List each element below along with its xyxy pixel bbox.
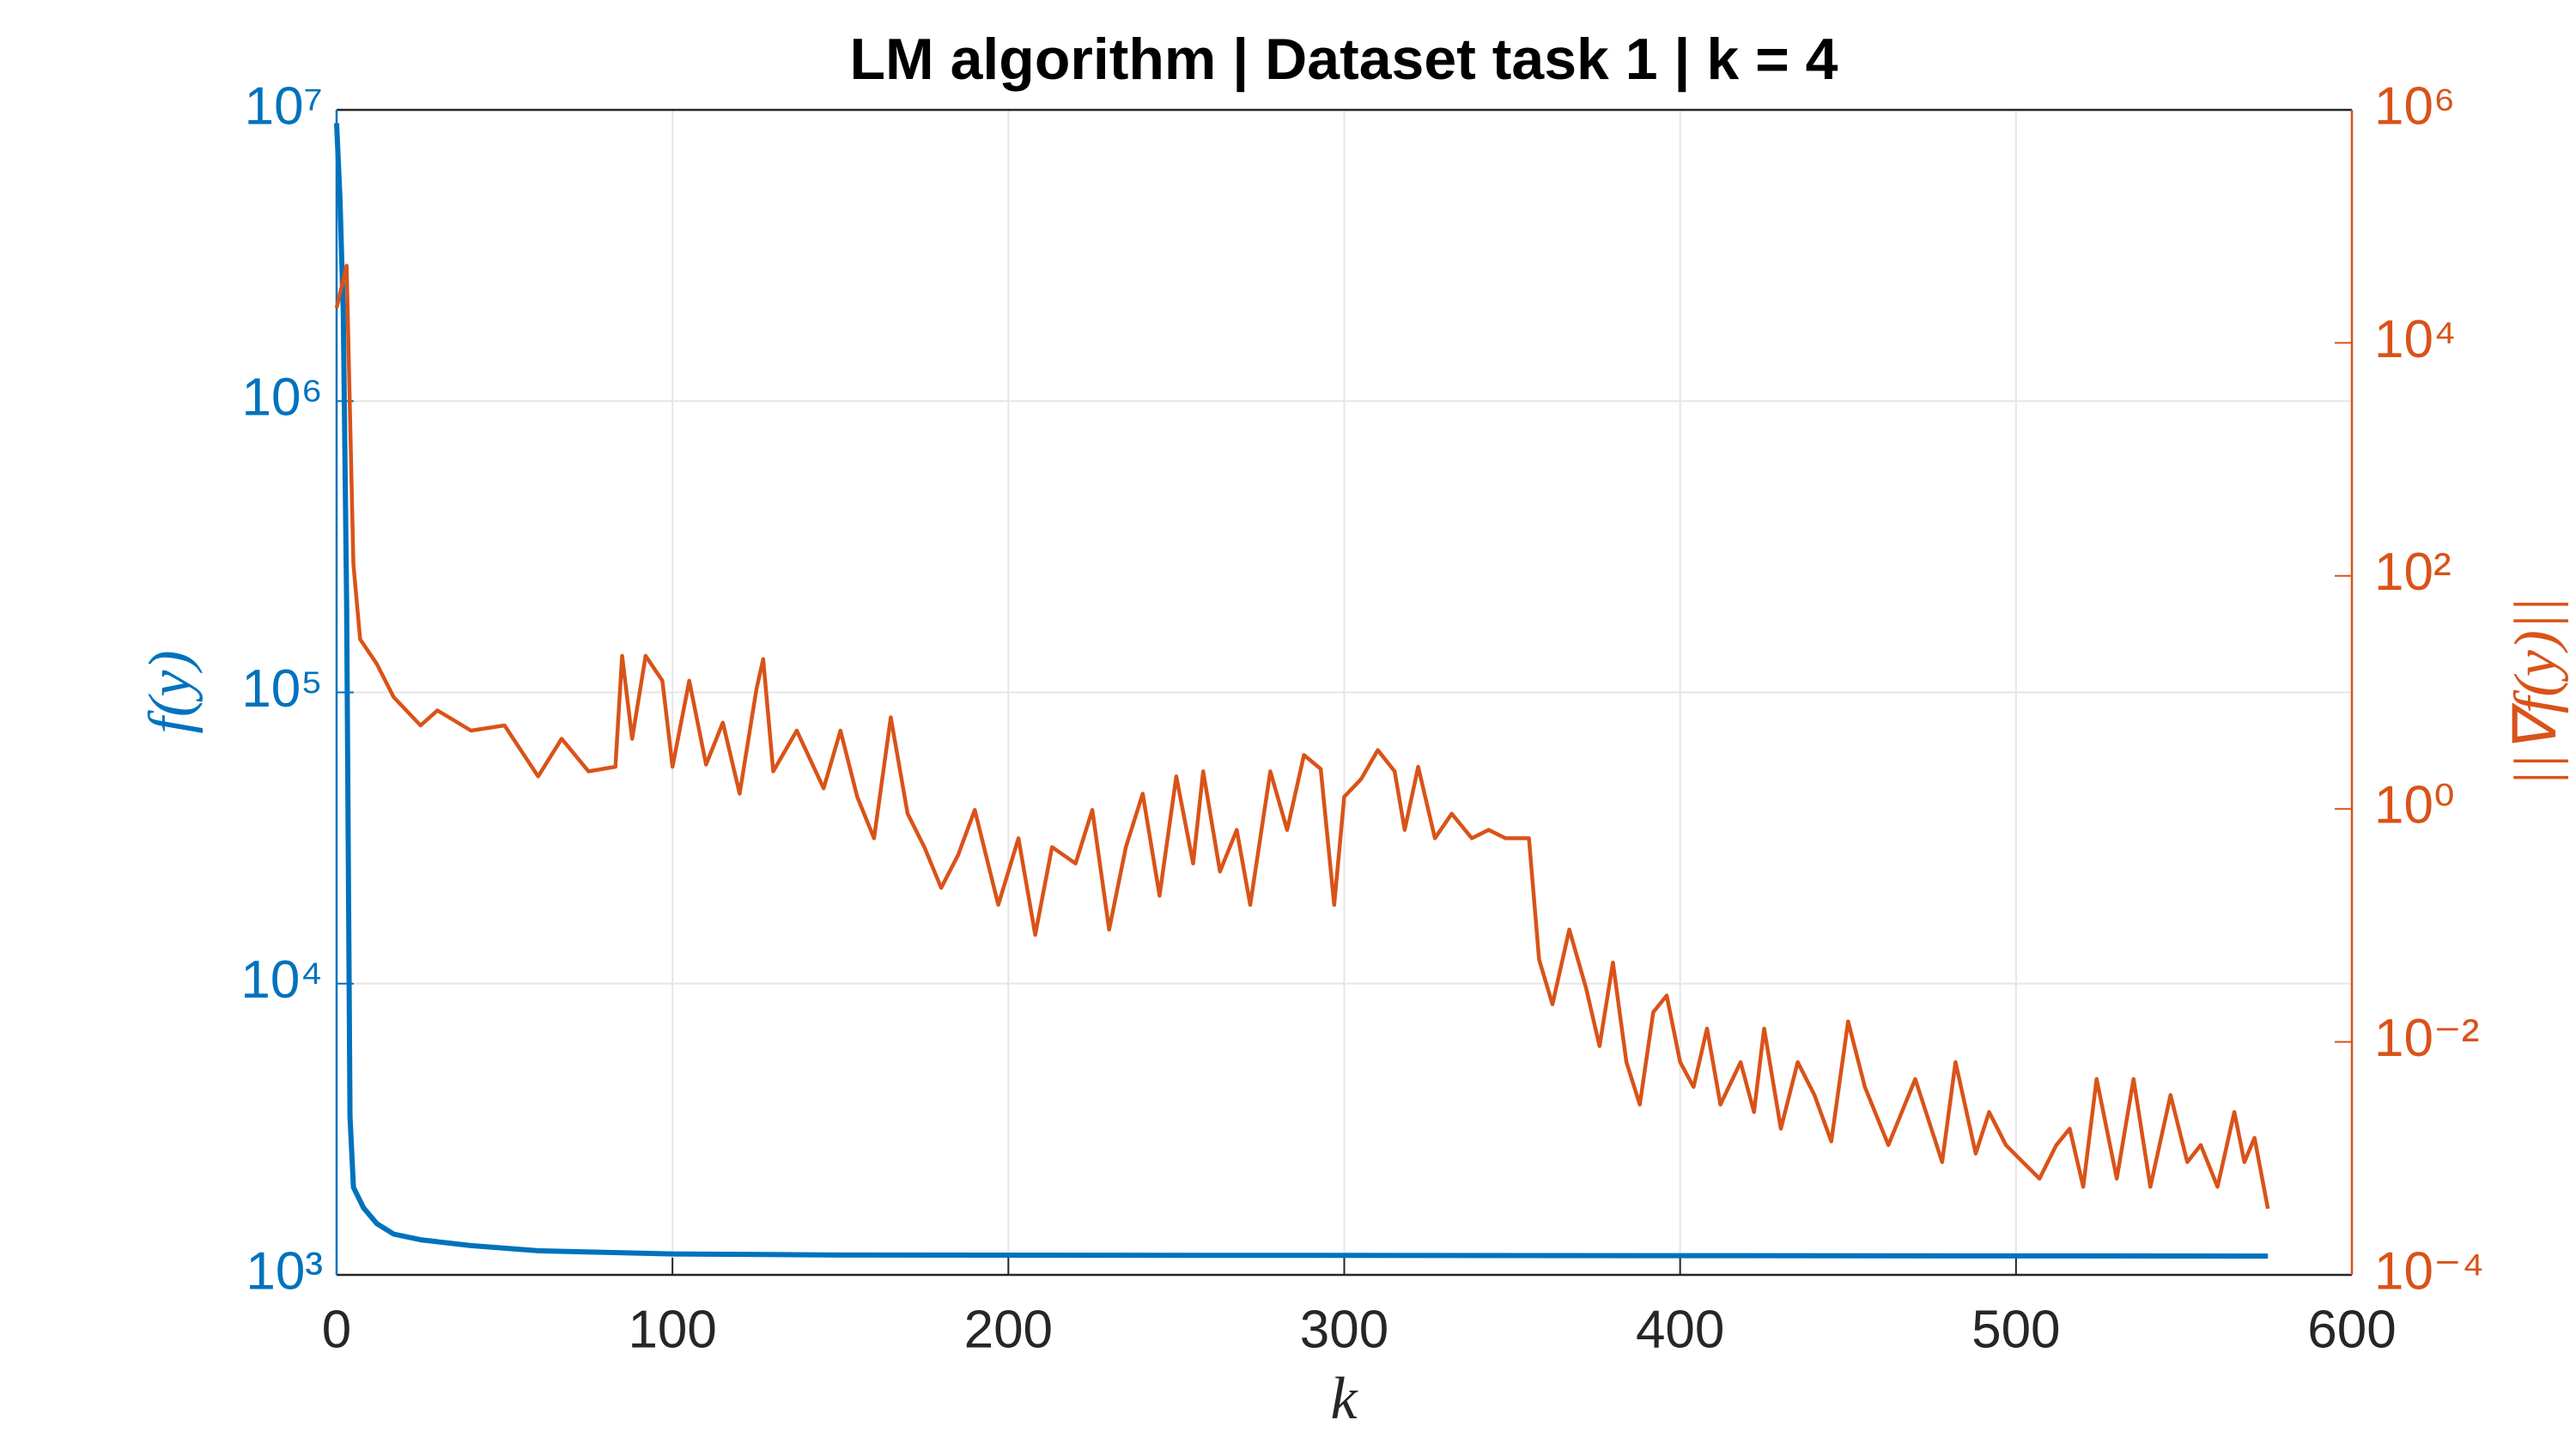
y-axis-label: f(y) — [137, 650, 204, 733]
y2-tick-label: 10⁰ — [2374, 776, 2455, 835]
x-tick-label: 300 — [1300, 1300, 1388, 1359]
y-tick-label: 10⁶ — [242, 368, 323, 428]
x-tick-label: 100 — [628, 1300, 716, 1359]
x-tick-label: 600 — [2307, 1300, 2396, 1359]
y-tick-label: 10³ — [246, 1241, 323, 1301]
x-tick-label: 200 — [964, 1300, 1053, 1359]
y2-tick-label: 10⁴ — [2374, 310, 2457, 369]
x-tick-label: 500 — [1971, 1300, 2060, 1359]
x-axis-label: k — [1330, 1366, 1358, 1432]
x-tick-label: 400 — [1636, 1300, 1724, 1359]
x-tick-label: 0 — [322, 1300, 351, 1359]
y-tick-label: 10⁴ — [240, 950, 323, 1010]
data-line — [334, 264, 2270, 1210]
y2-axis-label: ||∇f(y)|| — [2503, 598, 2569, 787]
y2-tick-label: 10⁻² — [2374, 1009, 2479, 1068]
y-tick-label: 10⁷ — [245, 76, 323, 136]
y2-tick-label: 10² — [2374, 543, 2451, 602]
y2-tick-label: 10⁻⁴ — [2374, 1241, 2484, 1301]
y-tick-label: 10⁵ — [241, 659, 323, 719]
y2-tick-label: 10⁶ — [2374, 76, 2455, 136]
data-line — [334, 123, 2269, 1259]
chart-title: LM algorithm | Dataset task 1 | k = 4 — [850, 27, 1838, 93]
